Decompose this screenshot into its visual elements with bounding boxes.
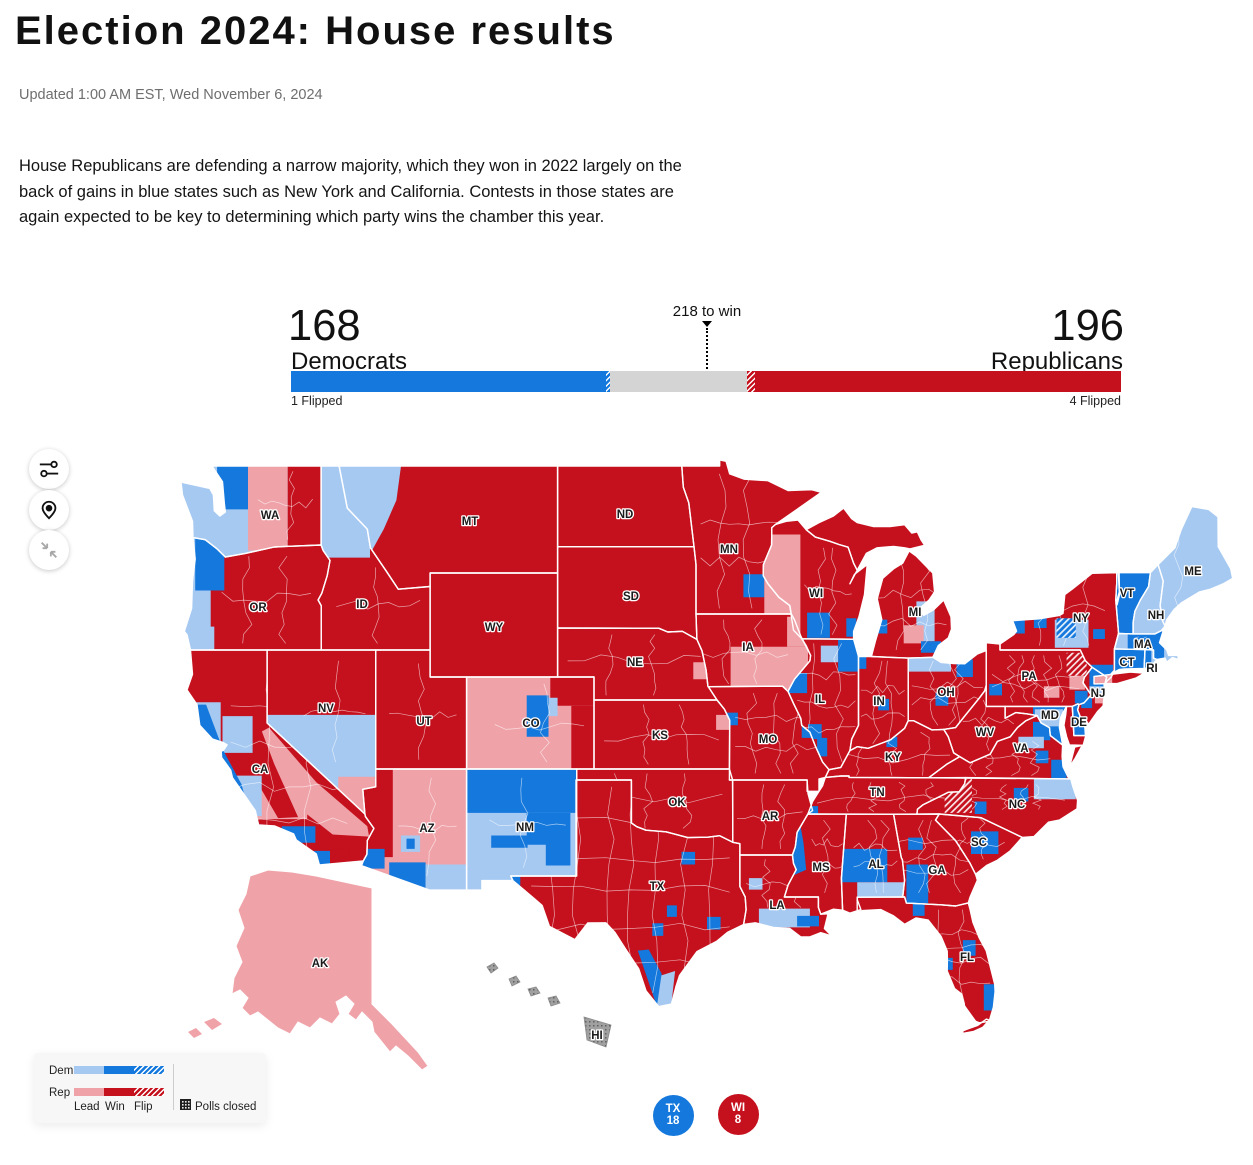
svg-text:CO: CO [522, 718, 539, 730]
svg-text:TN: TN [869, 787, 884, 799]
svg-text:DE: DE [1071, 717, 1087, 729]
svg-text:RI: RI [1146, 663, 1158, 675]
svg-text:VA: VA [1013, 743, 1028, 755]
svg-text:NY: NY [1073, 613, 1089, 625]
svg-text:OR: OR [249, 602, 267, 614]
svg-text:HI: HI [591, 1030, 603, 1042]
svg-text:NM: NM [516, 822, 534, 834]
svg-text:MT: MT [462, 516, 479, 528]
svg-text:AR: AR [762, 811, 779, 823]
svg-text:IN: IN [873, 696, 885, 708]
svg-text:CA: CA [252, 764, 269, 776]
svg-text:ME: ME [1184, 566, 1202, 578]
svg-text:KY: KY [885, 752, 901, 764]
svg-text:MD: MD [1041, 710, 1059, 722]
svg-text:AZ: AZ [419, 823, 434, 835]
svg-text:WY: WY [485, 622, 504, 634]
svg-text:TX: TX [650, 881, 665, 893]
svg-text:SD: SD [623, 591, 639, 603]
svg-text:NE: NE [627, 657, 643, 669]
svg-text:PA: PA [1021, 671, 1036, 683]
svg-text:GA: GA [928, 865, 945, 877]
svg-text:NC: NC [1009, 799, 1026, 811]
svg-text:OK: OK [668, 797, 686, 809]
svg-text:WI: WI [809, 588, 823, 600]
svg-text:NV: NV [318, 703, 334, 715]
svg-text:CT: CT [1119, 657, 1134, 669]
svg-text:MO: MO [759, 734, 778, 746]
svg-text:KS: KS [652, 730, 668, 742]
svg-text:AK: AK [312, 958, 329, 970]
svg-text:LA: LA [769, 900, 784, 912]
svg-text:SC: SC [971, 837, 987, 849]
svg-text:ND: ND [617, 509, 634, 521]
svg-text:AL: AL [868, 859, 883, 871]
svg-text:MI: MI [909, 607, 922, 619]
svg-text:WV: WV [976, 727, 995, 739]
svg-text:FL: FL [960, 952, 974, 964]
svg-text:VT: VT [1120, 588, 1135, 600]
svg-text:ID: ID [356, 599, 368, 611]
svg-text:OH: OH [937, 687, 954, 699]
svg-text:WA: WA [261, 510, 280, 522]
svg-text:IL: IL [815, 694, 825, 706]
svg-text:UT: UT [416, 716, 431, 728]
svg-text:MN: MN [720, 544, 738, 556]
svg-text:MA: MA [1134, 639, 1152, 651]
svg-text:NJ: NJ [1091, 688, 1106, 700]
svg-text:MS: MS [812, 862, 830, 874]
svg-text:NH: NH [1148, 610, 1165, 622]
svg-text:IA: IA [742, 642, 754, 654]
